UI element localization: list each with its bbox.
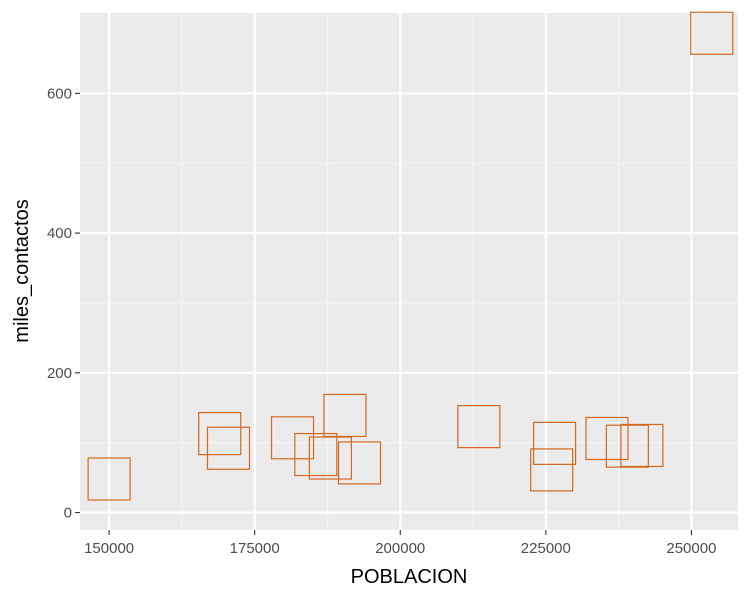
data-point: [457, 405, 501, 449]
data-point: [690, 11, 734, 55]
data-point: [585, 416, 629, 461]
y-axis-title: miles_contactos: [11, 199, 33, 342]
data-point: [532, 421, 577, 465]
y-tick-label: 600: [47, 85, 72, 102]
x-tick-label: 200000: [375, 540, 425, 557]
y-tick-label: 0: [64, 505, 72, 522]
grid-minor: [80, 13, 738, 530]
data-point: [308, 436, 352, 480]
y-tick-label: 200: [47, 365, 72, 382]
data-point: [337, 441, 382, 485]
x-axis-ticks: 150000 175000 200000 225000 250000: [84, 530, 716, 557]
data-point: [294, 432, 338, 477]
y-tick-label: 400: [47, 225, 72, 242]
data-point: [198, 411, 242, 456]
data-point: [620, 423, 664, 468]
x-axis-title: POBLACION: [351, 566, 468, 588]
data-point: [87, 457, 131, 501]
y-axis-ticks: 0 200 400 600: [47, 85, 80, 522]
data-points: [87, 11, 734, 501]
plot-panel: [80, 13, 738, 530]
data-point: [530, 448, 574, 492]
x-tick-label: 175000: [230, 540, 280, 557]
x-tick-label: 225000: [521, 540, 571, 557]
grid-major: [80, 13, 738, 530]
data-point: [605, 424, 649, 468]
x-tick-label: 150000: [84, 540, 134, 557]
x-tick-label: 250000: [666, 540, 716, 557]
data-point: [206, 426, 251, 470]
data-point: [323, 393, 367, 438]
data-point: [270, 416, 315, 460]
